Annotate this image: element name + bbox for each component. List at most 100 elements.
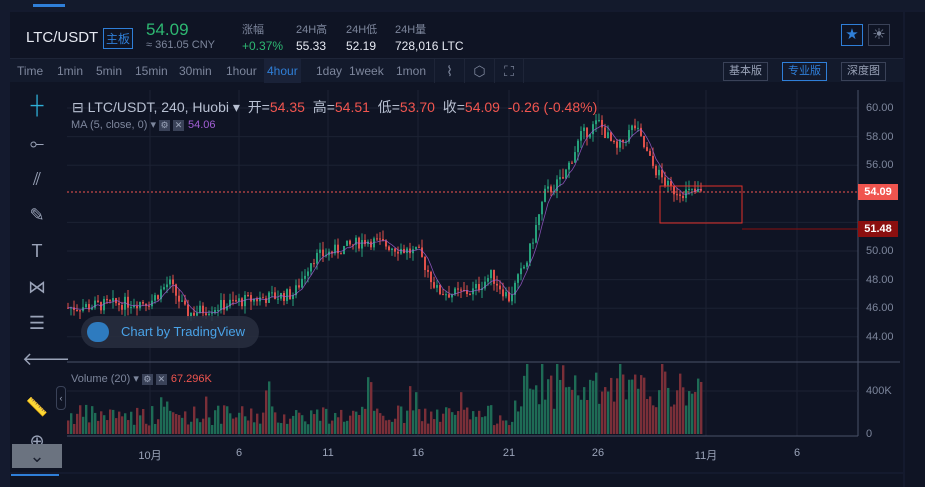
candle-body (76, 309, 78, 311)
volume-bar (553, 408, 556, 434)
brush-icon[interactable]: ✎ (29, 205, 45, 225)
volume-bar (88, 422, 91, 434)
candle-body (460, 289, 462, 291)
volume-bar (583, 387, 586, 434)
candle-body (400, 248, 402, 254)
candle-body (226, 306, 228, 310)
interval-1min[interactable]: 1min (57, 64, 84, 78)
candle-body (514, 282, 516, 295)
volume-bar (442, 413, 445, 434)
candle-body (409, 248, 411, 254)
ruler-icon[interactable]: 📏 (25, 397, 49, 417)
gear-icon[interactable]: ⚙ (141, 373, 153, 385)
gear-icon[interactable]: ⚙ (159, 119, 170, 131)
volume-bar (610, 377, 613, 434)
volume-bar (649, 396, 652, 434)
text-icon[interactable]: T (31, 241, 43, 261)
volume-bar (484, 416, 487, 434)
candle-body (388, 246, 390, 251)
candle-body (532, 242, 534, 244)
candle-body (118, 303, 120, 305)
back-arrow-icon[interactable]: 🡐 (22, 349, 71, 369)
fib-icon[interactable]: ☰ (28, 313, 46, 333)
volume-bar (445, 407, 448, 434)
candle-body (163, 287, 165, 290)
volume-bar (397, 405, 400, 434)
ma-line (67, 124, 702, 314)
ma-label[interactable]: MA (5, close, 0) (71, 119, 148, 131)
volume-bar (280, 423, 283, 434)
view-basic-button[interactable]: 基本版 (723, 62, 768, 81)
candle-body (496, 283, 498, 286)
volume-bar (385, 420, 388, 434)
horizontal-line-icon[interactable]: ⟜ (29, 133, 45, 153)
candle-body (178, 295, 180, 302)
candle-body (130, 307, 132, 309)
pattern-icon[interactable]: ⋈ (28, 277, 46, 297)
volume-bar (667, 387, 670, 434)
candle-body (133, 305, 135, 308)
volume-bar (313, 414, 316, 434)
interval-time[interactable]: Time (17, 64, 44, 78)
interval-1week[interactable]: 1week (349, 64, 384, 78)
candle-body (517, 274, 519, 283)
chevron-down-icon[interactable]: ⌄ (12, 444, 62, 468)
volume-label[interactable]: Volume (20) (71, 373, 131, 385)
volume-bar (505, 420, 508, 434)
close-icon[interactable]: ✕ (173, 119, 184, 131)
candle-body (376, 238, 378, 240)
star-icon[interactable]: ★ (841, 24, 863, 46)
candle-body (250, 295, 252, 302)
view-depth-button[interactable]: 深度图 (841, 62, 886, 81)
settings-hex-icon[interactable]: ⬡ (464, 59, 494, 83)
view-pro-button[interactable]: 专业版 (782, 62, 827, 81)
candle-body (103, 298, 105, 311)
interval-15min[interactable]: 15min (135, 64, 168, 78)
candle-body (448, 294, 450, 298)
crosshair-icon[interactable]: ┼ (30, 95, 44, 115)
trend-line-icon[interactable]: ⫽ (32, 169, 42, 189)
volume-bar (112, 409, 115, 434)
interval-30min[interactable]: 30min (179, 64, 212, 78)
time-tick: 21 (502, 447, 516, 459)
volume-bar (277, 422, 280, 434)
interval-4hour[interactable]: 4hour (264, 59, 301, 83)
volume-bar (682, 387, 685, 434)
volume-bar (67, 420, 70, 434)
bottom-panel (10, 474, 903, 487)
collapse-toolbar-button[interactable]: ‹ (56, 386, 66, 410)
candle-body (475, 283, 477, 289)
tradingview-watermark[interactable]: Chart by TradingView (81, 316, 259, 348)
interval-1mon[interactable]: 1mon (396, 64, 427, 78)
interval-5min[interactable]: 5min (96, 64, 123, 78)
candle-body (457, 288, 459, 290)
volume-bar (373, 410, 376, 434)
candle-body (646, 147, 648, 151)
time-tick: 6 (793, 447, 801, 459)
watermark-text: Chart by TradingView (121, 324, 246, 339)
volume-bar (247, 420, 250, 434)
candle-body (331, 251, 333, 254)
indicator-icon[interactable]: ⌇ (434, 59, 464, 83)
volume-bar (298, 412, 301, 434)
volume-legend: Volume (20) ▾ ⚙ ✕ 67.296K (71, 373, 212, 385)
cny-price: ≈ 361.05 CNY (146, 39, 216, 51)
interval-1hour[interactable]: 1hour (226, 64, 257, 78)
candle-body (682, 195, 684, 199)
volume-bar (661, 364, 664, 434)
candle-body (478, 283, 480, 291)
close-icon[interactable]: ✕ (155, 373, 167, 385)
candle-body (685, 189, 687, 199)
fullscreen-icon[interactable]: ⛶ (494, 59, 524, 83)
volume-bar (487, 405, 490, 434)
volume-bar (559, 379, 562, 434)
interval-1day[interactable]: 1day (316, 64, 343, 78)
sun-icon[interactable]: ☀ (868, 24, 890, 46)
volume-bar (457, 411, 460, 434)
ma-value: 54.06 (188, 119, 216, 131)
ma-legend: MA (5, close, 0) ▾ ⚙ ✕ 54.06 (71, 119, 216, 131)
legend-title[interactable]: LTC/USDT, 240, Huobi (87, 99, 229, 115)
candle-body (298, 285, 300, 288)
current-price-label: 54.09 (858, 184, 898, 200)
